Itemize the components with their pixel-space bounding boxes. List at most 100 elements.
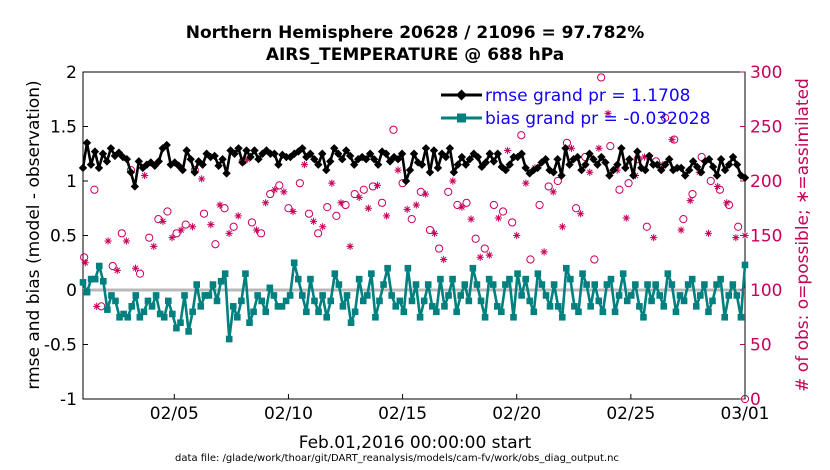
rmse-point (421, 144, 431, 153)
rmse-point (437, 149, 447, 158)
y-tick-right-label: 250 (750, 118, 782, 138)
bias-point (181, 292, 188, 299)
bias-point (380, 281, 387, 288)
bias-point (315, 308, 322, 316)
bias-point (705, 308, 712, 316)
rmse-point (98, 149, 108, 158)
bias-point (636, 303, 643, 310)
possible-point (590, 255, 599, 264)
bias-point (733, 292, 741, 299)
rmse-point (134, 157, 144, 166)
bias-point (534, 270, 542, 277)
possible-point (145, 233, 154, 242)
rmse-point (274, 160, 283, 169)
legend: rmse grand pr = 1.1708 bias grand pr = -… (441, 86, 710, 129)
possible-point (508, 218, 517, 227)
y-tick-right-label: 100 (750, 281, 782, 301)
rmse-point (692, 162, 702, 172)
possible-point (172, 229, 181, 238)
possible-point (323, 203, 332, 212)
rmse-point (609, 165, 618, 175)
possible-point (135, 269, 145, 278)
rmse-point (457, 152, 467, 162)
rmse-point (665, 155, 674, 164)
bias-point (473, 281, 481, 288)
bias-point (335, 281, 343, 288)
assimilated-point (558, 223, 566, 231)
possible-point (266, 189, 275, 199)
bias-point (493, 303, 501, 310)
bias-point (213, 297, 221, 305)
rmse-point (489, 157, 498, 166)
rmse-point (449, 168, 459, 177)
bias-point (729, 281, 737, 288)
possible-point (256, 229, 266, 238)
bias-point (225, 335, 233, 343)
chart-title: Northern Hemisphere 20628 / 21096 = 97.7… (186, 23, 645, 43)
bias-point (116, 313, 123, 321)
bias-point (189, 308, 196, 316)
assimilated-point (485, 251, 493, 259)
bias-point (416, 313, 424, 321)
bias-point (339, 303, 347, 310)
possible-point (597, 73, 606, 82)
assimilated-point (549, 188, 557, 196)
bias-point (254, 292, 261, 299)
bias-point (554, 303, 562, 310)
rmse-point (393, 155, 403, 164)
bias-point (449, 275, 456, 283)
possible-point (606, 142, 615, 151)
bias-point (177, 319, 184, 326)
bias-point (445, 292, 452, 299)
assimilated-point (364, 204, 372, 212)
bias-point (319, 292, 326, 299)
rmse-point (485, 149, 494, 158)
bias-point (242, 270, 249, 277)
rmse-point (345, 151, 355, 161)
bias-point (396, 297, 404, 305)
rmse-point (214, 161, 223, 170)
assimilated-point (586, 168, 594, 176)
rmse-point (254, 155, 263, 164)
bias-point (250, 308, 257, 316)
bias-point (648, 297, 655, 305)
assimilated-point (216, 201, 224, 209)
assimilated-point (93, 302, 101, 310)
rmse-point (441, 152, 451, 162)
possible-point (471, 234, 480, 243)
rmse-point (517, 149, 526, 158)
bias-point (546, 303, 554, 310)
bias-point (112, 297, 119, 305)
rmse-point (621, 163, 630, 173)
x-tick-label: 02/15 (378, 404, 427, 424)
rmse-point (465, 155, 475, 164)
assimilated-point (104, 237, 112, 245)
series-bias (79, 259, 749, 343)
bias-point (384, 264, 391, 272)
plot-frame (82, 71, 746, 400)
data-file-footnote: data file: /glade/work/thoar/git/DART_re… (175, 453, 619, 464)
y-tick-left-label: -1 (60, 390, 77, 410)
rmse-point (90, 147, 100, 156)
bias-point (185, 328, 192, 335)
y-tick-left-label: 2 (66, 63, 77, 83)
bias-point (567, 275, 574, 283)
rmse-point (601, 158, 610, 167)
rmse-point (637, 163, 646, 173)
bias-point (246, 319, 253, 326)
bias-point (400, 308, 408, 316)
possible-point (181, 220, 190, 229)
rmse-point (720, 165, 730, 175)
bias-point (270, 292, 278, 299)
rmse-point (86, 160, 96, 169)
bias-point (701, 281, 708, 288)
bias-point (95, 262, 103, 270)
rmse-point (613, 160, 622, 169)
assimilated-point (168, 234, 176, 242)
assimilated-point (207, 221, 215, 229)
bias-point (327, 297, 335, 305)
rmse-point (238, 158, 247, 167)
assimilated-point (668, 135, 676, 144)
possible-point (304, 209, 314, 218)
